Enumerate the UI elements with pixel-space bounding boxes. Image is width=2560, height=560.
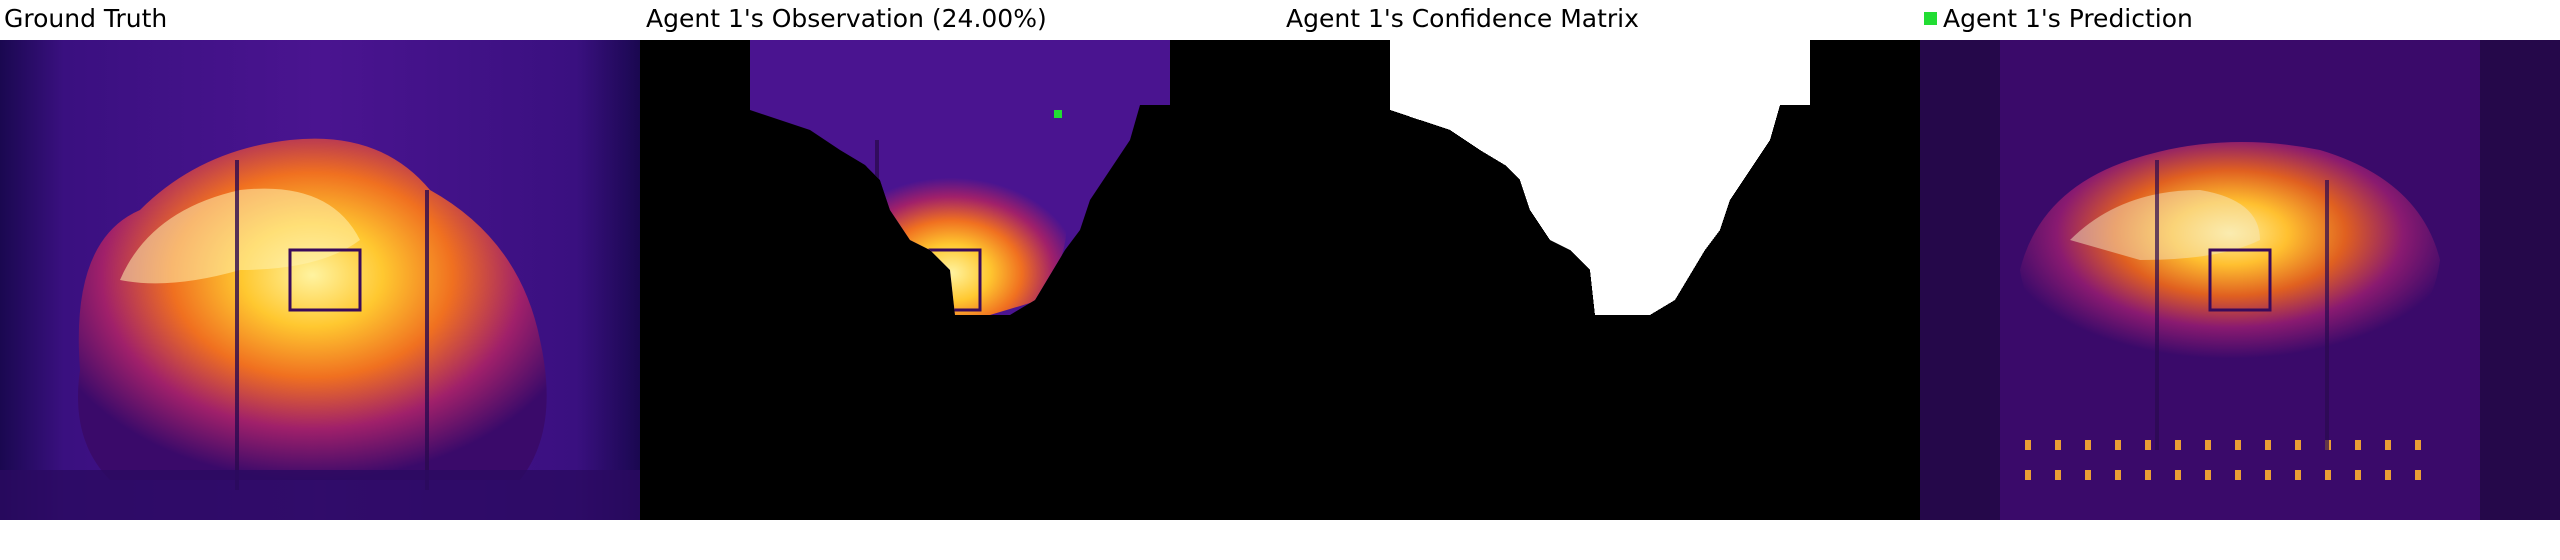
ground-truth-panel (0, 40, 640, 520)
observation-title: Agent 1's Observation (24.00%) (646, 4, 1047, 33)
ground-truth-image (0, 40, 640, 520)
observation-image (640, 40, 1280, 520)
confidence-matrix-title: Agent 1's Confidence Matrix (1286, 4, 1639, 33)
observation-panel (640, 40, 1280, 520)
confidence-matrix-image (1280, 40, 1920, 520)
prediction-panel (1920, 40, 2560, 520)
confidence-matrix-panel (1280, 40, 1920, 520)
prediction-title-wrapper: Agent 1's Prediction (1924, 4, 2193, 34)
prediction-title: Agent 1's Prediction (1943, 4, 2193, 33)
agent-marker-legend-icon (1924, 11, 1937, 25)
ground-truth-title: Ground Truth (4, 4, 168, 33)
prediction-image (1920, 40, 2560, 520)
agent-position-marker (1054, 110, 1062, 118)
